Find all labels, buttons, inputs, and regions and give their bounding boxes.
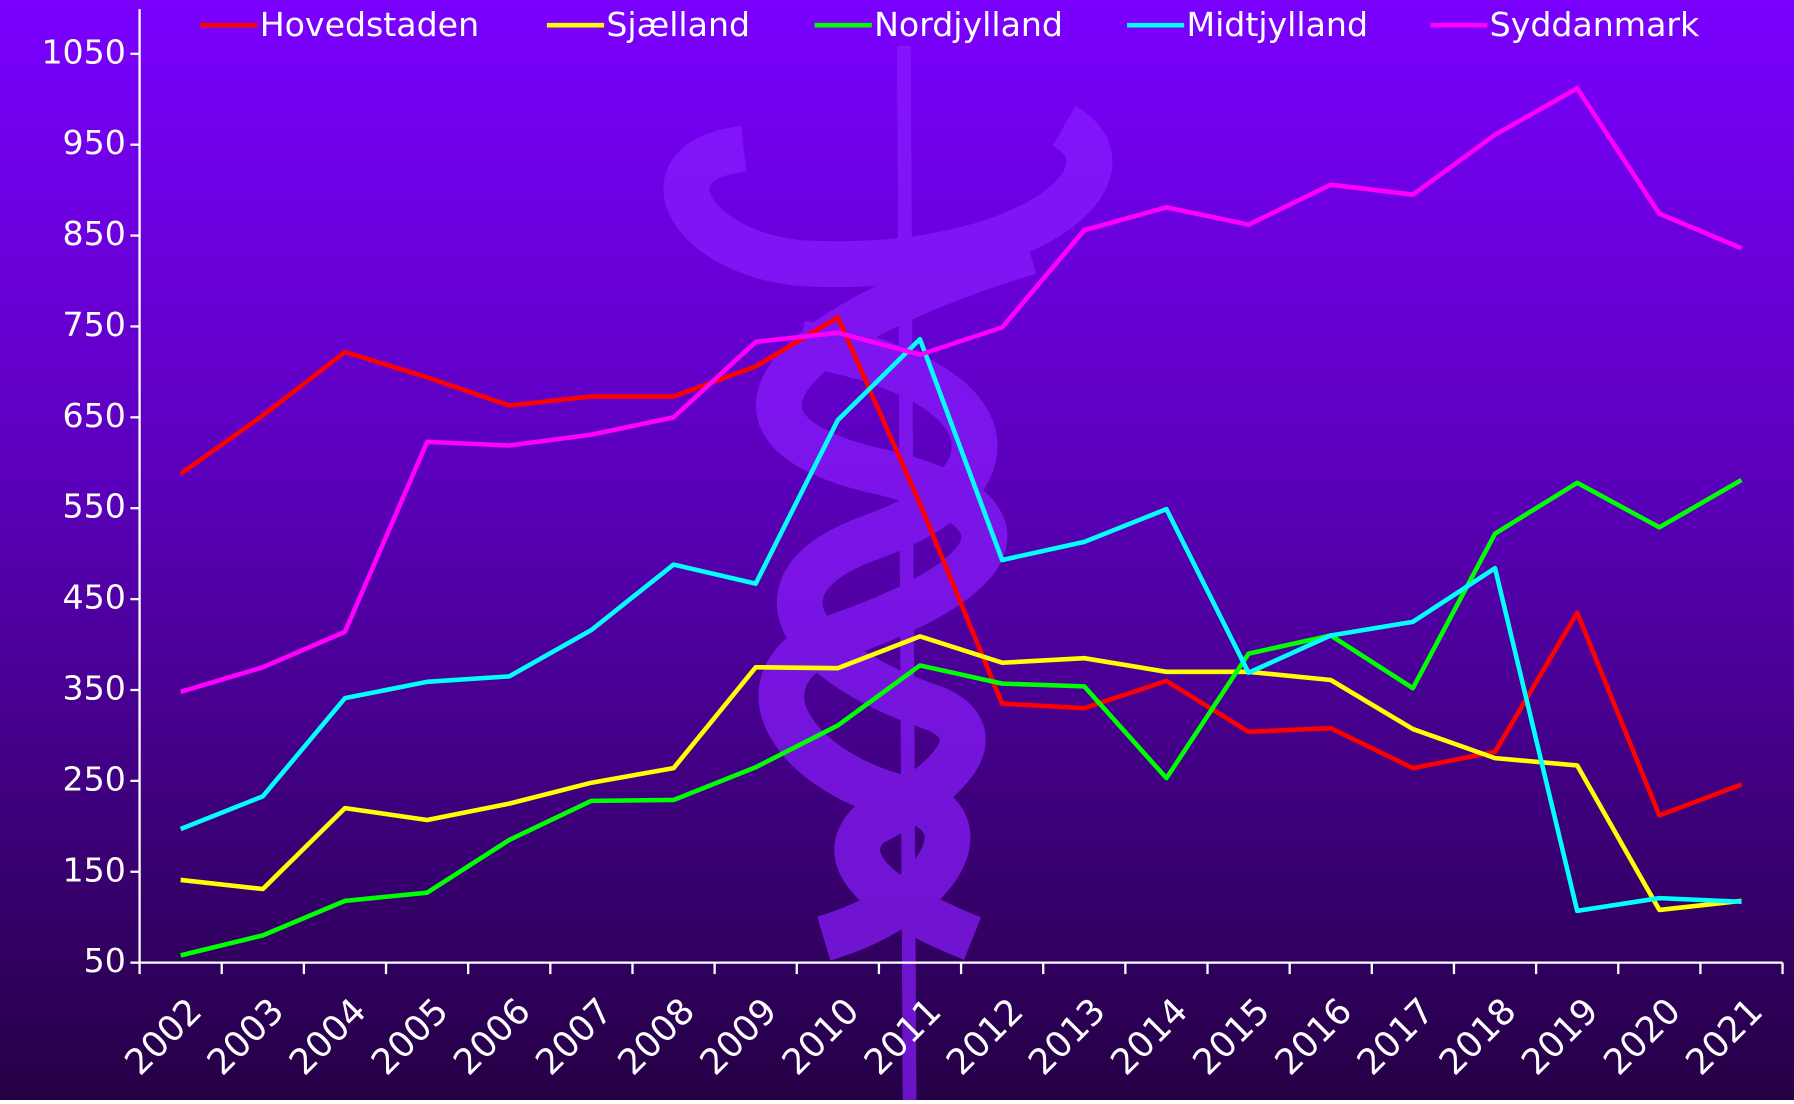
legend-label: Sjælland [606,5,750,44]
series-line [180,86,1743,695]
series-line [180,634,1742,913]
legend-label: Hovedstaden [260,5,479,44]
legend-label: Midtjylland [1186,5,1368,44]
y-tick-label: 250 [63,759,126,798]
legend-label: Syddanmark [1490,5,1700,44]
caduceus-decoration [663,45,1113,1101]
y-tick-label: 150 [63,850,126,889]
series-line [179,336,1742,914]
y-tick-label: 550 [63,487,126,526]
series-line [180,478,1743,958]
y-tick-label: 50 [84,941,126,980]
y-tick-label: 950 [63,123,126,162]
y-tick-label: 850 [63,214,126,253]
y-tick-label: 1050 [41,32,125,71]
y-tick-label: 450 [63,578,126,617]
legend-label: Nordjylland [874,5,1063,44]
y-tick-label: 750 [63,305,126,344]
y-tick-label: 650 [63,396,126,435]
y-tick-label: 350 [63,668,126,707]
